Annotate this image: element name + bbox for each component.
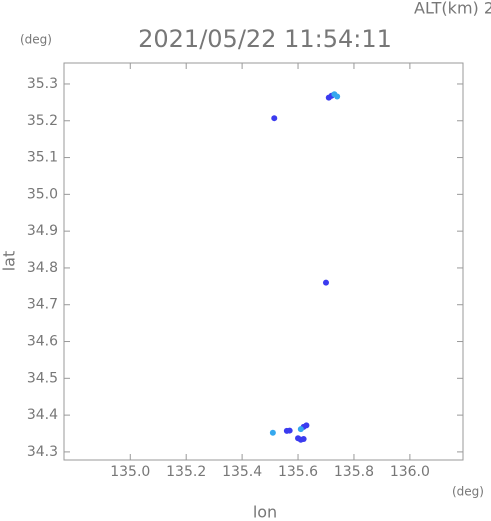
echo-point xyxy=(271,115,278,122)
y-tick-label: 35.0 xyxy=(27,186,58,202)
x-tick-label: 135.4 xyxy=(222,464,262,480)
x-tick-label: 135.6 xyxy=(278,464,318,480)
y-tick-label: 34.7 xyxy=(27,297,58,313)
y-tick-label: 34.4 xyxy=(27,407,58,423)
x-tick-label: 135.8 xyxy=(334,464,374,480)
y-tick-label: 34.6 xyxy=(27,334,58,350)
y-tick-label: 34.3 xyxy=(27,444,58,460)
x-tick-label: 135.2 xyxy=(166,464,206,480)
echo-point xyxy=(269,429,276,436)
echo-point xyxy=(297,426,304,433)
x-tick-label: 136.0 xyxy=(390,464,430,480)
y-tick-label: 35.1 xyxy=(27,150,58,166)
chart-title: 2021/05/22 11:54:11 xyxy=(138,25,392,53)
y-tick-label: 34.5 xyxy=(27,370,58,386)
y-tick-label: 35.2 xyxy=(27,113,58,129)
y-tick-label: 35.3 xyxy=(27,76,58,92)
subtitle: ALT(km) 2.0 xyxy=(414,0,491,18)
y-axis-label: lat xyxy=(0,251,19,272)
echo-point xyxy=(300,436,307,443)
x-unit: (deg) xyxy=(452,485,484,499)
plot-frame xyxy=(63,62,464,461)
echo-point xyxy=(322,279,329,286)
x-axis-label: lon xyxy=(253,503,277,521)
y-tick-label: 34.9 xyxy=(27,223,58,239)
echo-point xyxy=(303,422,310,429)
y-unit: (deg) xyxy=(20,33,52,47)
y-tick-label: 34.8 xyxy=(27,260,58,276)
echo-point xyxy=(286,427,293,434)
x-tick-label: 135.0 xyxy=(110,464,150,480)
echo-point xyxy=(334,93,341,100)
